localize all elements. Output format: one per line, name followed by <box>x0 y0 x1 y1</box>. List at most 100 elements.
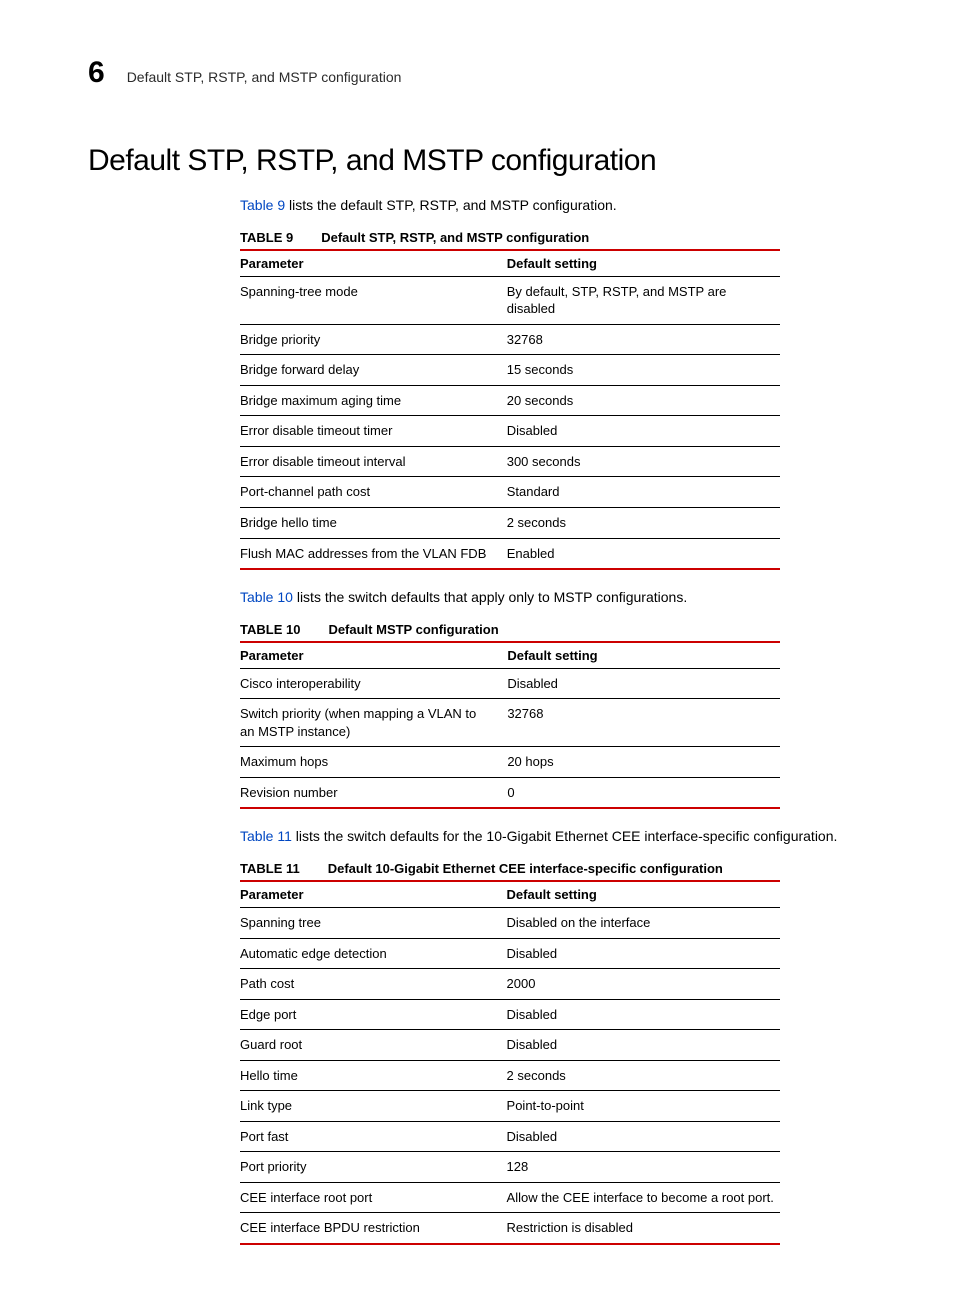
table-title: Default 10-Gigabit Ethernet CEE interfac… <box>328 861 723 876</box>
cell-parameter: Port priority <box>240 1152 507 1183</box>
column-header-parameter: Parameter <box>240 250 507 277</box>
cell-parameter: Error disable timeout timer <box>240 416 507 447</box>
table-row: Port priority128 <box>240 1152 780 1183</box>
cell-default-setting: Disabled <box>507 416 780 447</box>
table-row: Bridge maximum aging time20 seconds <box>240 385 780 416</box>
cell-parameter: Error disable timeout interval <box>240 446 507 477</box>
lead-text: lists the switch defaults that apply onl… <box>293 589 687 605</box>
cell-parameter: Bridge maximum aging time <box>240 385 507 416</box>
table-title: Default MSTP configuration <box>328 622 498 637</box>
cell-parameter: Port fast <box>240 1121 507 1152</box>
table-row: Bridge priority32768 <box>240 324 780 355</box>
table-caption: TABLE 11 Default 10-Gigabit Ethernet CEE … <box>240 861 866 876</box>
cell-default-setting: Enabled <box>507 538 780 569</box>
table-row: CEE interface root portAllow the CEE int… <box>240 1182 780 1213</box>
cell-default-setting: 32768 <box>507 699 780 747</box>
cell-default-setting: By default, STP, RSTP, and MSTP are disa… <box>507 276 780 324</box>
column-header-parameter: Parameter <box>240 642 507 669</box>
cell-default-setting: Disabled on the interface <box>507 907 780 938</box>
table-row: Revision number0 <box>240 777 780 808</box>
cell-parameter: Port-channel path cost <box>240 477 507 508</box>
cell-default-setting: Disabled <box>507 1121 780 1152</box>
table-row: CEE interface BPDU restrictionRestrictio… <box>240 1213 780 1244</box>
table-row: Guard rootDisabled <box>240 1030 780 1061</box>
table-number: TABLE 10 <box>240 622 300 637</box>
table-row: Spanning-tree modeBy default, STP, RSTP,… <box>240 276 780 324</box>
column-header-parameter: Parameter <box>240 881 507 908</box>
cell-parameter: Link type <box>240 1091 507 1122</box>
lead-paragraph: Table 11 lists the switch defaults for t… <box>240 827 866 847</box>
table-caption: TABLE 9 Default STP, RSTP, and MSTP confi… <box>240 230 866 245</box>
cell-default-setting: 20 seconds <box>507 385 780 416</box>
table-row: Port fastDisabled <box>240 1121 780 1152</box>
table-xref[interactable]: Table 10 <box>240 589 293 605</box>
table-row: Spanning treeDisabled on the interface <box>240 907 780 938</box>
lead-paragraph: Table 9 lists the default STP, RSTP, and… <box>240 196 866 216</box>
column-header-default: Default setting <box>507 881 780 908</box>
cell-default-setting: 15 seconds <box>507 355 780 386</box>
cell-default-setting: Disabled <box>507 668 780 699</box>
cell-default-setting: 32768 <box>507 324 780 355</box>
cell-parameter: Spanning-tree mode <box>240 276 507 324</box>
cell-default-setting: 0 <box>507 777 780 808</box>
table-row: Path cost2000 <box>240 969 780 1000</box>
table-row: Hello time2 seconds <box>240 1060 780 1091</box>
table-row: Automatic edge detectionDisabled <box>240 938 780 969</box>
table-row: Link typePoint-to-point <box>240 1091 780 1122</box>
table-number: TABLE 11 <box>240 861 300 876</box>
table-title: Default STP, RSTP, and MSTP configuratio… <box>321 230 589 245</box>
table-row: Port-channel path costStandard <box>240 477 780 508</box>
cell-parameter: CEE interface root port <box>240 1182 507 1213</box>
running-head: 6 Default STP, RSTP, and MSTP configurat… <box>88 58 866 88</box>
cell-default-setting: Restriction is disabled <box>507 1213 780 1244</box>
cell-parameter: Cisco interoperability <box>240 668 507 699</box>
table-row: Edge portDisabled <box>240 999 780 1030</box>
cell-default-setting: Disabled <box>507 938 780 969</box>
cell-default-setting: Point-to-point <box>507 1091 780 1122</box>
cell-default-setting: Standard <box>507 477 780 508</box>
table-row: Error disable timeout timerDisabled <box>240 416 780 447</box>
config-table: ParameterDefault settingCisco interopera… <box>240 641 780 810</box>
table-row: Bridge hello time2 seconds <box>240 507 780 538</box>
page: 6 Default STP, RSTP, and MSTP configurat… <box>0 0 954 1303</box>
page-title: Default STP, RSTP, and MSTP configuratio… <box>88 144 866 178</box>
table-caption: TABLE 10 Default MSTP configuration <box>240 622 866 637</box>
body: Table 9 lists the default STP, RSTP, and… <box>240 196 866 1245</box>
lead-text: lists the default STP, RSTP, and MSTP co… <box>285 197 617 213</box>
table-row: Maximum hops20 hops <box>240 747 780 778</box>
cell-parameter: Flush MAC addresses from the VLAN FDB <box>240 538 507 569</box>
column-header-default: Default setting <box>507 642 780 669</box>
cell-default-setting: Allow the CEE interface to become a root… <box>507 1182 780 1213</box>
cell-parameter: Bridge priority <box>240 324 507 355</box>
table-xref[interactable]: Table 9 <box>240 197 285 213</box>
table-row: Error disable timeout interval300 second… <box>240 446 780 477</box>
cell-default-setting: 128 <box>507 1152 780 1183</box>
cell-default-setting: 20 hops <box>507 747 780 778</box>
table-row: Bridge forward delay15 seconds <box>240 355 780 386</box>
cell-parameter: Guard root <box>240 1030 507 1061</box>
cell-parameter: Edge port <box>240 999 507 1030</box>
lead-text: lists the switch defaults for the 10-Gig… <box>292 828 838 844</box>
column-header-default: Default setting <box>507 250 780 277</box>
cell-parameter: CEE interface BPDU restriction <box>240 1213 507 1244</box>
cell-parameter: Path cost <box>240 969 507 1000</box>
cell-parameter: Spanning tree <box>240 907 507 938</box>
config-table: ParameterDefault settingSpanning treeDis… <box>240 880 780 1245</box>
cell-parameter: Automatic edge detection <box>240 938 507 969</box>
table-row: Flush MAC addresses from the VLAN FDBEna… <box>240 538 780 569</box>
table-number: TABLE 9 <box>240 230 293 245</box>
config-table: ParameterDefault settingSpanning-tree mo… <box>240 249 780 570</box>
cell-default-setting: 2 seconds <box>507 507 780 538</box>
cell-default-setting: 300 seconds <box>507 446 780 477</box>
cell-default-setting: 2 seconds <box>507 1060 780 1091</box>
cell-parameter: Revision number <box>240 777 507 808</box>
running-title: Default STP, RSTP, and MSTP configuratio… <box>127 69 402 85</box>
cell-parameter: Maximum hops <box>240 747 507 778</box>
cell-default-setting: Disabled <box>507 1030 780 1061</box>
table-row: Switch priority (when mapping a VLAN to … <box>240 699 780 747</box>
table-xref[interactable]: Table 11 <box>240 828 292 844</box>
cell-parameter: Bridge forward delay <box>240 355 507 386</box>
chapter-number: 6 <box>88 58 105 88</box>
cell-parameter: Switch priority (when mapping a VLAN to … <box>240 699 507 747</box>
cell-parameter: Bridge hello time <box>240 507 507 538</box>
